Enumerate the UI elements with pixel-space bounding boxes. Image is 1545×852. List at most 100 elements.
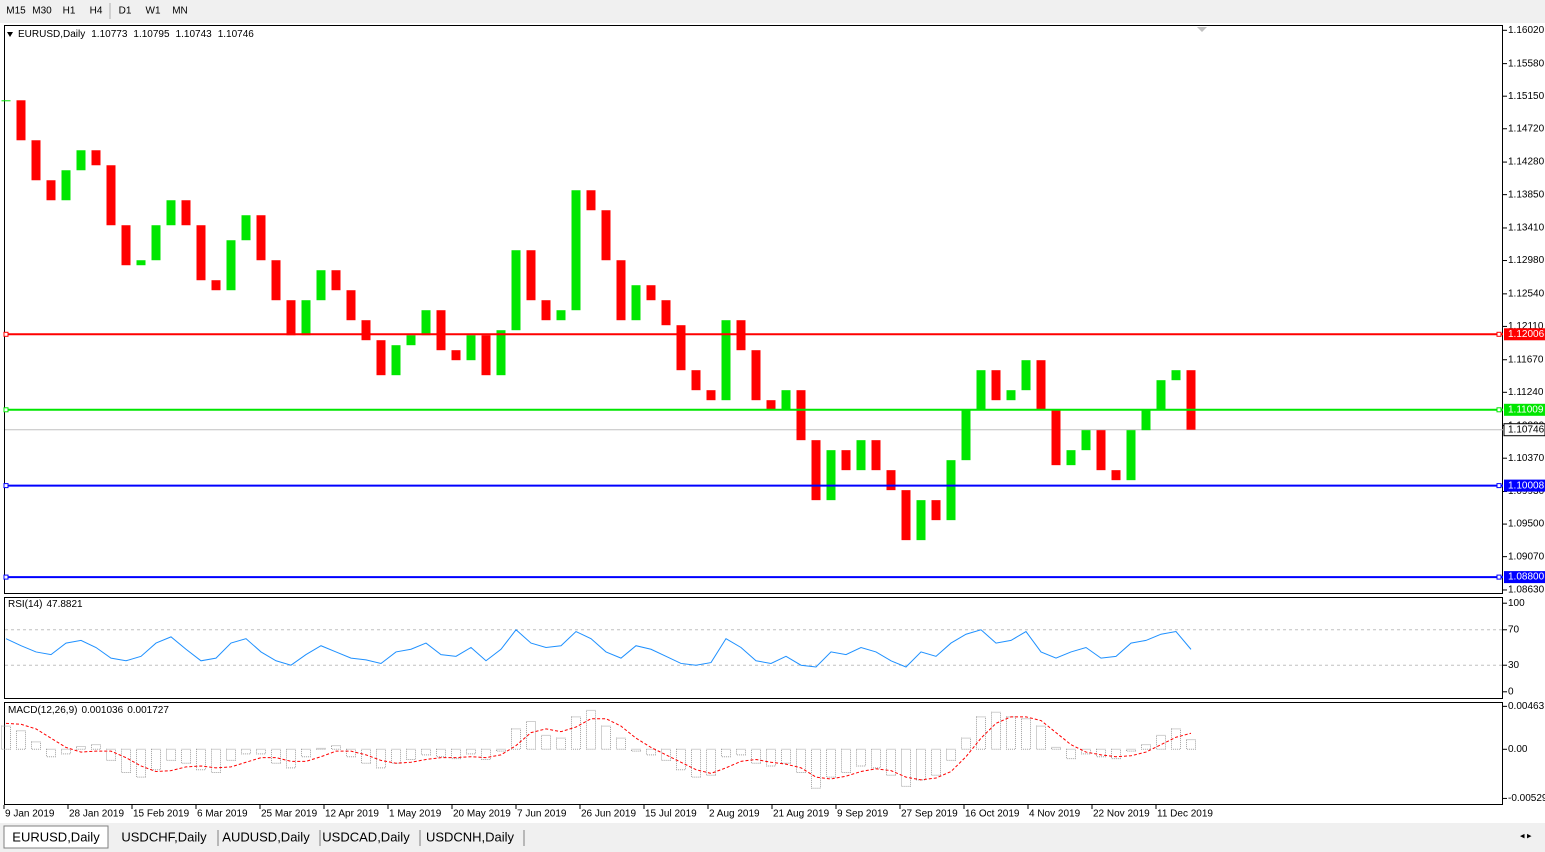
macd-bar — [886, 748, 896, 776]
candle — [226, 240, 236, 291]
macd-tick-label: -0.005299 — [1508, 793, 1545, 804]
macd-bar — [166, 748, 176, 761]
symbol-tab[interactable]: AUDUSD,Daily — [222, 829, 321, 846]
header-close: 1.10746 — [218, 29, 255, 40]
macd-bar — [781, 748, 791, 764]
header-symbol: EURUSD,Daily — [18, 29, 85, 40]
level-handle — [3, 407, 9, 413]
candle — [1171, 370, 1181, 381]
macd-bar — [706, 748, 716, 776]
candle — [391, 345, 401, 376]
macd-bar — [901, 748, 911, 787]
rsi-tick-label: 70 — [1508, 624, 1520, 635]
level-handle — [1496, 483, 1502, 489]
symbol-menu-arrow[interactable] — [7, 32, 13, 37]
candle — [781, 390, 791, 411]
macd-bar — [361, 748, 371, 764]
candle — [16, 100, 26, 141]
timeframe-button[interactable]: M15 — [6, 6, 26, 17]
header-low: 1.10743 — [176, 29, 213, 40]
tab-label[interactable]: AUDUSD,Daily — [222, 829, 310, 844]
macd-bar — [256, 748, 266, 755]
macd-bar — [451, 748, 461, 760]
macd-bar — [1156, 734, 1166, 750]
candle — [496, 330, 506, 376]
macd-bar — [736, 748, 746, 756]
current-price-label: 1.10746 — [1508, 424, 1545, 435]
timeframe-button[interactable]: H1 — [63, 6, 76, 17]
candle — [1111, 470, 1121, 481]
candle — [796, 390, 806, 441]
symbol-tab[interactable]: EURUSD,Daily — [12, 829, 100, 844]
timeframe-button[interactable]: MN — [172, 6, 188, 17]
x-tick-label: 21 Aug 2019 — [773, 809, 830, 820]
symbol-tab[interactable]: USDCAD,Daily — [322, 829, 421, 846]
macd-bar — [826, 748, 836, 778]
candle — [871, 440, 881, 471]
y-tick-label: 1.09500 — [1508, 519, 1545, 530]
macd-bar — [1036, 725, 1046, 750]
y-tick-label: 1.11240 — [1508, 387, 1544, 398]
rsi-tick-label: 0 — [1508, 686, 1514, 697]
timeframe-button[interactable]: M30 — [32, 6, 52, 17]
candle — [766, 400, 776, 411]
y-tick-label: 1.11670 — [1508, 354, 1544, 365]
level-price-box — [1504, 403, 1545, 416]
candle — [751, 350, 761, 401]
x-tick-label: 25 Mar 2019 — [261, 809, 318, 820]
macd-bar — [391, 748, 401, 764]
macd-bar — [931, 748, 941, 776]
candle — [961, 410, 971, 461]
candle — [406, 335, 416, 346]
macd-bar — [376, 748, 386, 769]
macd-bar — [766, 748, 776, 767]
candle — [376, 340, 386, 376]
macd-bar — [871, 748, 881, 769]
macd-bar — [856, 748, 866, 767]
symbol-tab[interactable]: USDCHF,Daily — [121, 829, 219, 846]
candle — [511, 250, 521, 331]
scroll-arrows[interactable]: ◂ ▸ — [1520, 830, 1532, 840]
level-price-label: 1.12006 — [1508, 329, 1545, 340]
candle — [916, 500, 926, 541]
y-tick-label: 1.16020 — [1508, 25, 1545, 36]
macd-bar — [76, 746, 86, 750]
macd-bar — [631, 748, 641, 752]
candle — [526, 250, 536, 301]
macd-main: 0.001036 — [81, 705, 123, 716]
y-tick-label: 1.15150 — [1508, 91, 1545, 102]
candle — [571, 190, 581, 311]
candle — [91, 150, 101, 166]
timeframe-button[interactable]: H4 — [90, 6, 103, 17]
macd-bar — [61, 748, 71, 755]
candle — [1006, 390, 1016, 401]
macd-signal — [5, 716, 1192, 781]
rsi-tick-label: 100 — [1508, 598, 1525, 609]
candle — [541, 300, 551, 321]
macd-bar — [46, 748, 56, 758]
level-price-box — [1504, 479, 1545, 492]
candle — [346, 290, 356, 321]
macd-bar — [541, 734, 551, 750]
symbol-tab[interactable]: USDCNH,Daily — [426, 829, 525, 846]
candle — [316, 270, 326, 301]
candle — [1141, 410, 1151, 431]
x-tick-label: 20 May 2019 — [453, 809, 511, 820]
tab-label[interactable]: USDCHF,Daily — [121, 829, 207, 844]
candle — [466, 335, 476, 361]
macd-bar — [646, 748, 656, 756]
header-high: 1.10795 — [133, 29, 170, 40]
tab-label[interactable]: EURUSD,Daily — [12, 829, 100, 844]
chart-background — [0, 23, 1545, 823]
level-handle — [1496, 574, 1502, 580]
y-tick-label: 1.14720 — [1508, 123, 1545, 134]
y-tick-label: 1.08630 — [1508, 585, 1545, 596]
candle — [616, 260, 626, 321]
y-tick-label: 1.14280 — [1508, 157, 1545, 168]
macd-bar — [301, 748, 311, 758]
tab-label[interactable]: USDCNH,Daily — [426, 829, 515, 844]
timeframe-button[interactable]: D1 — [119, 6, 132, 17]
rsi-value: 47.8821 — [46, 599, 83, 610]
tab-label[interactable]: USDCAD,Daily — [322, 829, 410, 844]
timeframe-button[interactable]: W1 — [146, 6, 161, 17]
